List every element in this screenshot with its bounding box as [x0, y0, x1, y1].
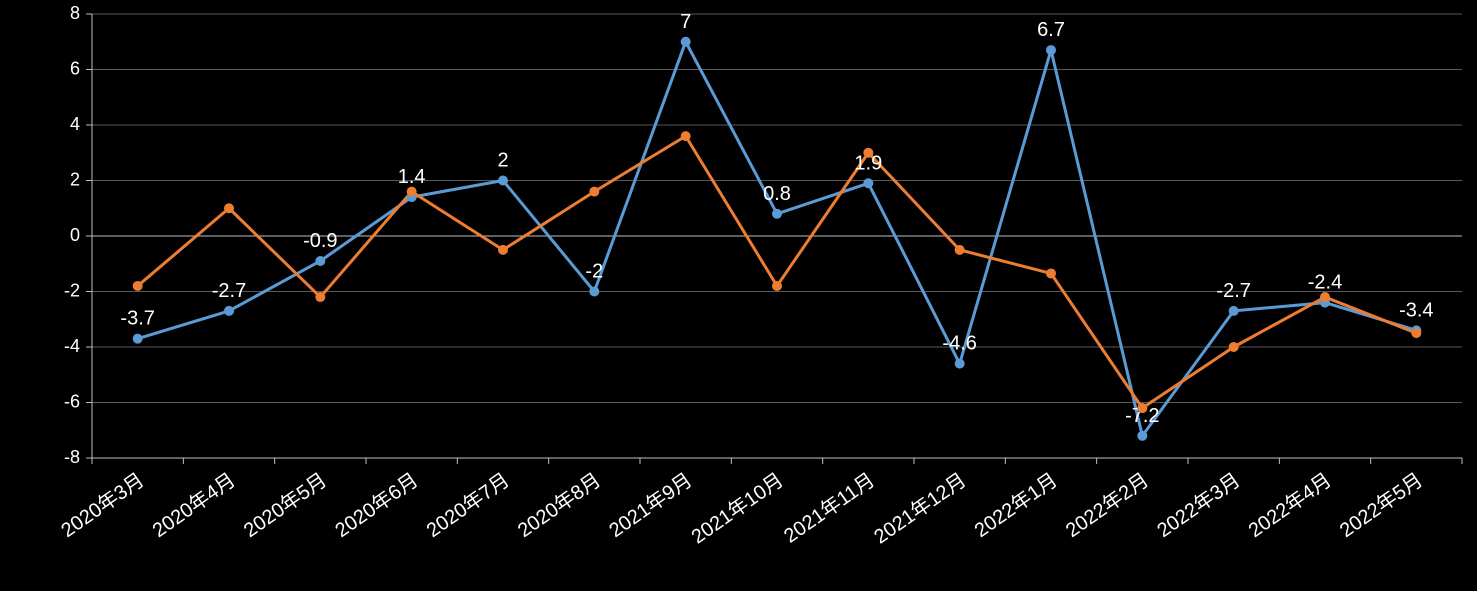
series-orange-marker: [863, 148, 873, 158]
series-blue-marker: [863, 178, 873, 188]
y-tick-label: 0: [70, 225, 80, 245]
series-orange-marker: [1229, 342, 1239, 352]
series-blue-data-label: -2: [585, 261, 603, 283]
y-tick-label: 4: [70, 114, 80, 134]
y-tick-label: -6: [64, 391, 80, 411]
series-orange-marker: [1137, 403, 1147, 413]
line-chart: -8-6-4-2024682020年3月2020年4月2020年5月2020年6…: [0, 0, 1477, 591]
series-orange-marker: [1411, 328, 1421, 338]
y-tick-label: -8: [64, 447, 80, 467]
series-blue-data-label: -3.4: [1399, 299, 1433, 321]
chart-container: -8-6-4-2024682020年3月2020年4月2020年5月2020年6…: [0, 0, 1477, 591]
series-blue-marker: [498, 176, 508, 186]
series-blue-data-label: -2.7: [1216, 280, 1250, 302]
series-blue-data-label: 6.7: [1037, 19, 1065, 41]
series-blue-data-label: 0.8: [763, 183, 791, 205]
series-blue-marker: [315, 256, 325, 266]
series-blue-data-label: 1.4: [398, 166, 426, 188]
series-blue-data-label: 2: [497, 150, 508, 172]
y-tick-label: 6: [70, 58, 80, 78]
series-blue-marker: [1229, 306, 1239, 316]
series-blue-data-label: 7: [680, 11, 691, 33]
y-tick-label: 8: [70, 3, 80, 23]
series-orange-marker: [133, 281, 143, 291]
series-blue-marker: [955, 359, 965, 369]
series-blue-marker: [589, 287, 599, 297]
series-blue-data-label: -4.6: [942, 333, 976, 355]
y-tick-label: -2: [64, 280, 80, 300]
series-orange-marker: [1046, 268, 1056, 278]
series-blue-marker: [224, 306, 234, 316]
series-orange-marker: [955, 245, 965, 255]
series-orange-marker: [1320, 292, 1330, 302]
series-orange-marker: [315, 292, 325, 302]
y-tick-label: -4: [64, 336, 80, 356]
series-orange-marker: [224, 203, 234, 213]
series-blue-marker: [772, 209, 782, 219]
series-orange-marker: [498, 245, 508, 255]
series-blue-marker: [133, 334, 143, 344]
series-blue-marker: [1046, 45, 1056, 55]
series-blue-data-label: -3.7: [120, 308, 154, 330]
series-blue-marker: [681, 37, 691, 47]
series-orange-marker: [772, 281, 782, 291]
series-blue-data-label: -0.9: [303, 230, 337, 252]
y-tick-label: 2: [70, 169, 80, 189]
series-orange-marker: [589, 187, 599, 197]
series-orange-marker: [407, 187, 417, 197]
series-blue-data-label: -2.7: [212, 280, 246, 302]
series-blue-marker: [1137, 431, 1147, 441]
series-blue-data-label: -2.4: [1308, 272, 1342, 294]
series-orange-marker: [681, 131, 691, 141]
